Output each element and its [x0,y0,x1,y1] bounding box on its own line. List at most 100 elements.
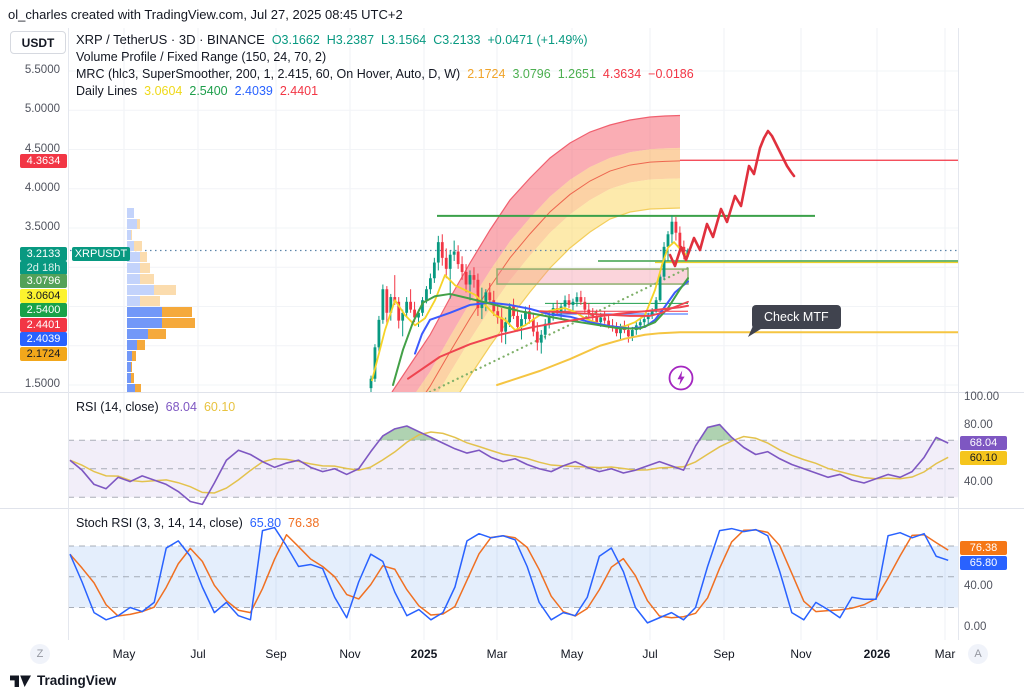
candle-body [484,292,488,304]
stoch-k-line [69,526,949,624]
legend-segment: −0.0186 [648,67,694,81]
candle-body [559,306,563,313]
candle-body [512,306,515,316]
stoch-rsi-panel-canvas[interactable] [0,508,1024,640]
time-axis-label: Jul [642,647,658,661]
rsi-panel-canvas[interactable] [0,392,1024,508]
rsi-line [69,423,949,506]
price-tick: 5.0000 [24,103,60,116]
volume-profile-bar [131,362,132,372]
left-scale-border [68,28,69,640]
red-flat-line [539,300,689,317]
candle-body [440,242,444,258]
currency-button[interactable]: USDT [10,31,66,54]
volume-profile-bar [131,230,132,240]
candle-body [603,317,607,321]
volume-profile-bar [127,230,131,240]
candle-body [464,271,468,285]
legend-segment: MRC (hlc3, SuperSmoother, 200, 1, 2.415,… [76,67,461,81]
candle-body [448,254,452,269]
candle-body [488,292,492,301]
price-chip: 3.0604 [20,288,67,303]
candle-body [670,221,674,235]
candle-body [480,303,484,309]
time-axis-label: Mar [934,647,956,661]
stoch-d-line [69,529,949,619]
candle-body [401,312,405,321]
volume-profile-bar [127,219,137,229]
price-chip: 3.0796 [20,274,67,288]
candle-body [531,319,535,332]
red-slow-line [407,304,689,380]
legend-segment: C3.2133 [433,33,481,47]
symbol-legend-row[interactable]: XRP / TetherUS · 3D · BINANCE O3.1662 H3.2… [76,31,701,48]
attribution-text: ol_charles created with TradingView.com,… [8,7,403,22]
mrc-legend-row[interactable]: MRC (hlc3, SuperSmoother, 200, 1, 2.415,… [76,65,701,82]
candle-body [417,312,420,318]
stoch-rsi-legend-row[interactable]: Stoch RSI (3, 3, 14, 14, close) 65.80 76.3… [76,514,326,532]
candle-body [385,289,389,313]
candle-body [389,297,393,313]
legend-segment: 3.0604 [144,84,183,98]
volume-profile-bar [127,285,154,295]
tradingview-logo-text: TradingView [37,673,117,688]
autoscale-button[interactable]: A [968,644,988,664]
candle-body [654,300,658,310]
timezone-button[interactable]: Z [30,644,50,664]
price-tick: 1.5000 [24,378,60,390]
price-tick: 3.5000 [24,221,60,233]
time-axis[interactable]: May Jul Sep Nov 2025 Mar May Jul Sep Nov 2026 Mar [0,640,1024,668]
volume-profile-legend-row[interactable]: Volume Profile / Fixed Range (150, 24, 7… [76,48,701,65]
tradingview-logo[interactable]: TradingView [10,673,116,688]
legend-segment: H3.2387 [326,33,375,47]
candle-body [413,309,416,318]
legend-segment: 2.1724 [467,67,506,81]
price-chip: 4.3634 [20,153,67,168]
time-axis-label: 2026 [863,647,891,661]
volume-profile-bar [140,296,160,306]
volume-profile-bar [127,329,148,339]
mrc-band-layer [392,115,680,392]
blue-ma-line [414,280,689,355]
supply-zone-box [496,268,689,285]
candle-body [595,315,599,323]
candle-body [516,315,519,327]
tradingview-logo-icon [10,675,31,687]
price-chart-canvas[interactable] [0,0,1024,392]
legend-segment: XRP / TetherUS · 3D · BINANCE [76,32,265,47]
daily-lines-legend-row[interactable]: Daily Lines 3.0604 2.5400 2.4039 2.4401 [76,82,701,99]
candle-body [638,322,642,326]
rsi-legend-row[interactable]: RSI (14, close) 68.04 60.10 [76,398,242,416]
panel-separator[interactable] [0,392,1024,393]
check-mtf-note[interactable]: Check MTF [748,305,841,337]
candle-body [599,317,603,323]
rsi-tick: 40.00 [964,476,993,488]
candle-body [504,322,508,332]
volume-profile-bar [137,340,145,350]
symbol-price-chip: XRPUSDT [72,246,130,261]
legend-segment: 68.04 [165,400,197,414]
candle-body [678,232,682,247]
volume-profile-bar [162,307,192,317]
candle-body [567,300,571,305]
candle-body [429,278,432,290]
candle-body [468,275,472,285]
candle-body [650,309,654,316]
note-tail [748,327,764,337]
candle-body [579,297,583,302]
legend-segment: RSI (14, close) [76,400,159,414]
volume-profile-bar [127,373,131,383]
volume-profile-bar [127,274,140,284]
price-chip: 2.4039 [20,332,67,346]
legend-segment: 2.4039 [234,84,273,98]
candle-body [666,234,670,247]
lightning-icon[interactable] [668,365,694,391]
panel-separator[interactable] [0,508,1024,509]
mrc-band-median [425,160,681,392]
volume-profile-bar [135,384,141,392]
volume-profile-bar [162,318,195,328]
candle-body [587,309,591,315]
legend-segment: 2.4401 [279,84,319,98]
legend-segment: 65.80 [249,516,282,530]
